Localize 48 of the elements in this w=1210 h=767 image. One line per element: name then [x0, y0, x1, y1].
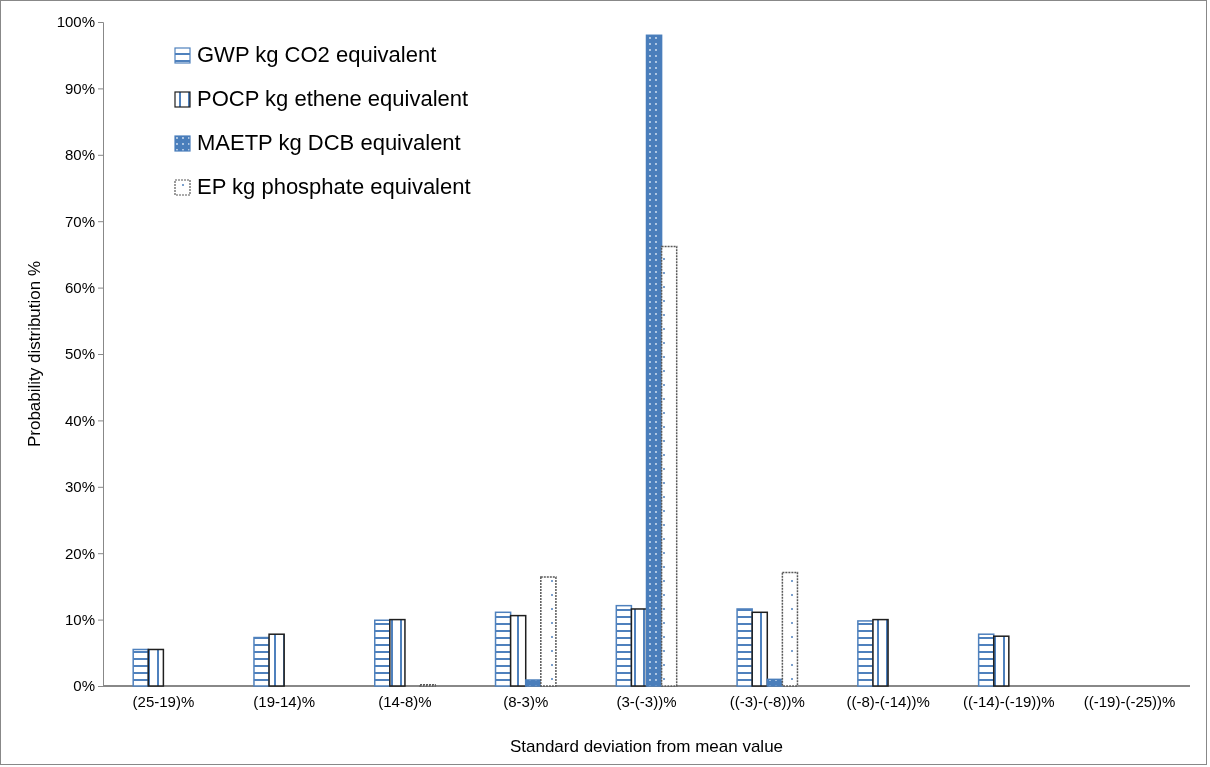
bar [630, 608, 648, 687]
x-tick-label: (14-8)% [378, 692, 432, 710]
bar [540, 576, 557, 687]
y-tick-label: 20% [64, 544, 95, 562]
legend-label: POCP kg ethene equivalent [197, 86, 469, 111]
bar [781, 571, 799, 687]
y-tick-label: 80% [64, 146, 95, 164]
x-tick-label: ((-8)-(-14))% [846, 692, 930, 710]
x-tick-label: ((-14)-(-19))% [963, 692, 1055, 710]
y-tick-label: 10% [64, 610, 95, 628]
bar [857, 620, 874, 687]
y-axis-title: Probability distribution % [25, 260, 44, 448]
x-tick-label: ((-3)-(-8))% [729, 692, 805, 710]
y-tick-label: 40% [64, 411, 95, 429]
y-tick-label: 90% [64, 79, 95, 97]
y-tick-label: 70% [64, 212, 95, 230]
legend-label: GWP kg CO2 equivalent [197, 42, 437, 67]
bar [389, 618, 406, 687]
bar [992, 635, 1010, 687]
legend-label: MAETP kg DCB equivalent [197, 130, 461, 155]
bar [660, 245, 678, 687]
y-tick-label: 0% [73, 677, 95, 695]
bar [736, 608, 753, 687]
y-tick-label: 100% [56, 13, 95, 31]
x-tick-label: (8-3)% [503, 692, 549, 710]
bar [645, 34, 663, 687]
bar [253, 636, 270, 687]
bar [374, 619, 391, 687]
y-tick-label: 50% [64, 345, 95, 363]
x-tick-label: ((-19)-(-25))% [1083, 692, 1176, 710]
bar [872, 618, 889, 687]
x-tick-label: (19-14)% [253, 692, 316, 710]
bar [766, 678, 784, 687]
x-tick-label: (25-19)% [132, 692, 195, 710]
bar [147, 648, 165, 687]
y-tick-label: 30% [64, 478, 95, 496]
bar [132, 648, 150, 687]
y-tick-label: 60% [64, 278, 95, 296]
x-tick-label: (3-(-3))% [616, 692, 677, 710]
bar [268, 633, 285, 687]
bar [615, 604, 633, 687]
x-axis-title: Standard deviation from mean value [509, 737, 784, 756]
bar [494, 611, 512, 687]
bar [751, 611, 769, 687]
legend-label: EP kg phosphate equivalent [197, 174, 471, 199]
bar [524, 679, 542, 687]
bar [509, 614, 527, 687]
bar [977, 633, 995, 687]
